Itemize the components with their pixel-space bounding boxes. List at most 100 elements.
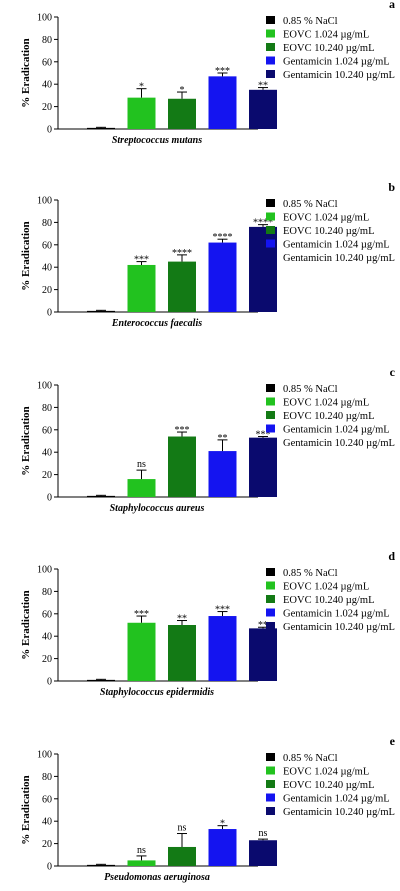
legend-swatch-3 bbox=[266, 793, 275, 802]
legend-label: EOVC 10.240 µg/mL bbox=[283, 595, 375, 606]
bar-2 bbox=[168, 436, 196, 497]
bar-3 bbox=[208, 616, 237, 681]
legend-swatch-1 bbox=[266, 581, 275, 590]
legend-label: Gentamicin 10.240 µg/mL bbox=[283, 253, 395, 264]
significance-label: **** bbox=[253, 218, 273, 229]
significance-label: *** bbox=[215, 66, 230, 77]
legend-label: EOVC 1.024 µg/mL bbox=[283, 213, 369, 224]
legend-label: EOVC 10.240 µg/mL bbox=[283, 411, 375, 422]
y-tick-label: 100 bbox=[37, 196, 52, 207]
bar-3 bbox=[208, 829, 237, 866]
bar-2 bbox=[168, 846, 196, 866]
bar-4 bbox=[249, 89, 277, 129]
legend-swatch-3 bbox=[266, 424, 275, 433]
legend: 0.85 % NaCl EOVC 1.024 µg/mL EOVC 10.240 µ… bbox=[266, 568, 395, 633]
significance-label: *** bbox=[215, 605, 230, 616]
y-tick-label: 0 bbox=[47, 125, 52, 136]
bar-0 bbox=[87, 310, 115, 312]
legend-swatch-3 bbox=[266, 608, 275, 617]
legend-label: Gentamicin 10.240 µg/mL bbox=[283, 70, 395, 81]
significance-label: * bbox=[220, 819, 225, 830]
panel-letter: b bbox=[388, 180, 395, 194]
panel-letter: d bbox=[388, 549, 395, 563]
legend-label: 0.85 % NaCl bbox=[283, 568, 338, 579]
legend-label: Gentamicin 1.024 µg/mL bbox=[283, 425, 390, 436]
y-tick-label: 40 bbox=[42, 448, 52, 459]
panel-letter: a bbox=[389, 0, 395, 11]
legend-swatch-2 bbox=[266, 595, 275, 603]
y-tick-label: 60 bbox=[42, 425, 52, 436]
legend-label: 0.85 % NaCl bbox=[283, 753, 338, 764]
significance-label: ** bbox=[218, 433, 228, 444]
legend-swatch-1 bbox=[266, 212, 275, 221]
significance-label: ns bbox=[137, 459, 146, 470]
y-tick-label: 0 bbox=[47, 493, 52, 504]
significance-label: *** bbox=[134, 255, 149, 266]
legend-swatch-4 bbox=[266, 807, 275, 815]
y-tick-label: 20 bbox=[42, 285, 52, 296]
significance-label: ** bbox=[258, 81, 268, 92]
legend-swatch-4 bbox=[266, 622, 275, 630]
bar-1 bbox=[127, 622, 156, 681]
legend-swatch-0 bbox=[266, 568, 275, 576]
y-tick-label: 40 bbox=[42, 632, 52, 643]
legend-label: Gentamicin 1.024 µg/mL bbox=[283, 57, 390, 68]
legend-swatch-3 bbox=[266, 239, 275, 248]
y-tick-label: 100 bbox=[37, 565, 52, 576]
y-tick-label: 0 bbox=[47, 677, 52, 688]
significance-label: ns bbox=[137, 845, 146, 856]
y-tick-label: 40 bbox=[42, 80, 52, 91]
bar-1 bbox=[127, 97, 156, 129]
y-tick-label: 20 bbox=[42, 839, 52, 850]
y-axis-label: % Eradication bbox=[20, 221, 32, 290]
y-tick-label: 80 bbox=[42, 35, 52, 46]
legend-swatch-1 bbox=[266, 766, 275, 775]
bar-0 bbox=[87, 127, 115, 129]
bar-0 bbox=[87, 864, 115, 866]
bar-2 bbox=[168, 98, 196, 129]
significance-label: ns bbox=[178, 823, 187, 834]
significance-label: ns bbox=[259, 828, 268, 839]
bar-3 bbox=[208, 242, 237, 312]
y-tick-label: 40 bbox=[42, 263, 52, 274]
legend-label: EOVC 1.024 µg/mL bbox=[283, 767, 369, 778]
x-axis-label: Staphylococcus epidermidis bbox=[100, 687, 214, 698]
legend-swatch-4 bbox=[266, 70, 275, 78]
y-tick-label: 100 bbox=[37, 381, 52, 392]
y-tick-label: 80 bbox=[42, 218, 52, 229]
legend-label: Gentamicin 10.240 µg/mL bbox=[283, 438, 395, 449]
legend: 0.85 % NaCl EOVC 1.024 µg/mL EOVC 10.240 µ… bbox=[266, 16, 395, 81]
y-tick-label: 100 bbox=[37, 750, 52, 761]
bar-0 bbox=[87, 679, 115, 681]
legend-label: Gentamicin 10.240 µg/mL bbox=[283, 807, 395, 818]
y-axis-label: % Eradication bbox=[20, 38, 32, 107]
legend-label: EOVC 10.240 µg/mL bbox=[283, 226, 375, 237]
legend-swatch-2 bbox=[266, 780, 275, 788]
legend-label: EOVC 1.024 µg/mL bbox=[283, 582, 369, 593]
bar-3 bbox=[208, 76, 237, 129]
significance-label: **** bbox=[213, 232, 233, 243]
legend-swatch-1 bbox=[266, 397, 275, 406]
bar-4 bbox=[249, 437, 277, 497]
x-axis-label: Pseudomonas aeruginosa bbox=[104, 872, 210, 883]
y-tick-label: 80 bbox=[42, 772, 52, 783]
legend: 0.85 % NaCl EOVC 1.024 µg/mL EOVC 10.240 µ… bbox=[266, 199, 395, 264]
y-tick-label: 0 bbox=[47, 862, 52, 873]
bar-2 bbox=[168, 625, 196, 681]
bar-3 bbox=[208, 451, 237, 497]
significance-label: ** bbox=[177, 614, 187, 625]
y-tick-label: 60 bbox=[42, 240, 52, 251]
bar-1 bbox=[127, 264, 156, 312]
y-tick-label: 20 bbox=[42, 102, 52, 113]
significance-label: * bbox=[139, 82, 144, 93]
y-axis-label: % Eradication bbox=[20, 775, 32, 844]
legend-swatch-0 bbox=[266, 753, 275, 761]
y-tick-label: 80 bbox=[42, 587, 52, 598]
legend: 0.85 % NaCl EOVC 1.024 µg/mL EOVC 10.240 µ… bbox=[266, 384, 395, 449]
y-axis-label: % Eradication bbox=[20, 590, 32, 659]
panel-letter: e bbox=[390, 734, 396, 748]
legend-label: 0.85 % NaCl bbox=[283, 199, 338, 210]
